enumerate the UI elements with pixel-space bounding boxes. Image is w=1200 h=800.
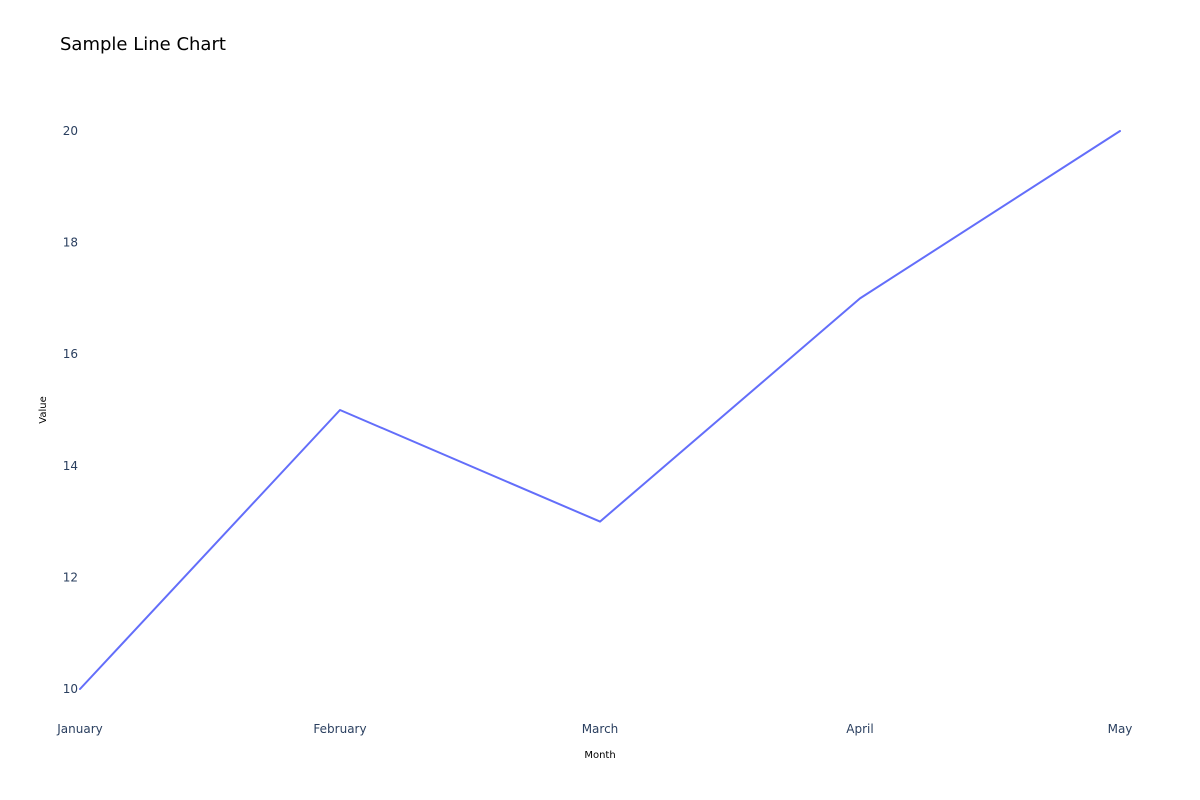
y-axis-ticks: 10 12 14 16 18 20 [63, 124, 78, 696]
x-axis-ticks: January February March April May [56, 722, 1132, 736]
x-tick-label: March [582, 722, 619, 736]
x-tick-label: January [56, 722, 103, 736]
y-tick-label: 18 [63, 236, 78, 250]
x-tick-label: February [313, 722, 366, 736]
y-tick-label: 16 [63, 347, 78, 361]
series-line [79, 130, 1121, 690]
x-tick-label: May [1108, 722, 1133, 736]
y-tick-label: 14 [63, 459, 78, 473]
x-tick-label: April [846, 722, 873, 736]
y-axis-title: Value [38, 396, 49, 423]
y-tick-label: 12 [63, 570, 78, 584]
y-tick-label: 20 [63, 124, 78, 138]
y-tick-label: 10 [63, 682, 78, 696]
series-layer [79, 130, 1121, 690]
x-axis-title: Month [584, 750, 615, 761]
chart-title: Sample Line Chart [60, 34, 226, 55]
